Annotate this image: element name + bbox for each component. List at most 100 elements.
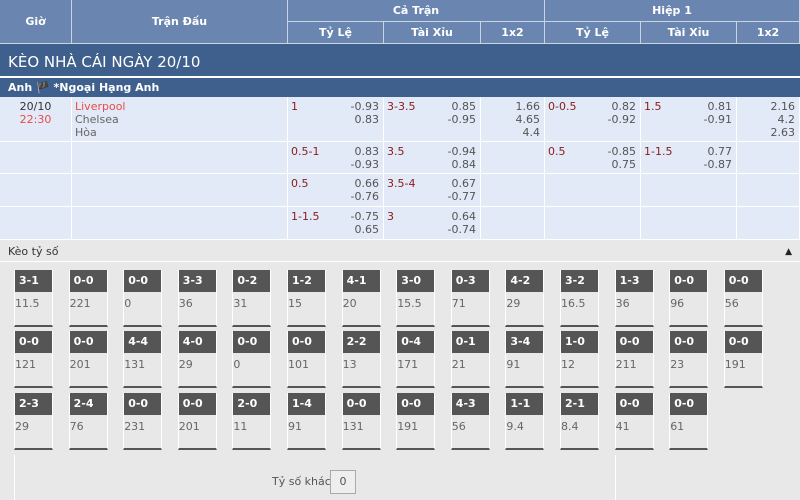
h1-hc-odds[interactable]: 0.75 — [611, 158, 637, 171]
away-team[interactable]: Chelsea — [75, 113, 119, 126]
score-card[interactable]: 1-1 9.4 — [505, 393, 545, 450]
score-card[interactable]: 4-1 20 — [341, 270, 381, 327]
score-card[interactable]: 0-0 61 — [669, 393, 709, 450]
ft-ou-odds[interactable]: -0.77 — [447, 190, 476, 203]
score-odds: 15 — [288, 297, 302, 310]
score-card[interactable]: 0-0 231 — [123, 393, 163, 450]
score-odds: 36 — [615, 297, 630, 310]
score-label: 4-1 — [342, 270, 380, 292]
score-card[interactable]: 3-3 36 — [177, 270, 217, 327]
divider — [615, 455, 616, 500]
ft-ou-odds[interactable]: 0.67 — [451, 177, 477, 190]
ft-hc-line: 1-1.5 — [291, 210, 320, 223]
h1-ou-odds[interactable]: -0.87 — [703, 158, 732, 171]
ft-hc-odds[interactable]: 0.66 — [354, 177, 380, 190]
score-label: 0-1 — [451, 331, 489, 353]
score-card[interactable]: 0-0 211 — [614, 331, 654, 388]
h1-hc-odds[interactable]: -0.92 — [607, 113, 636, 126]
h1-hc-odds[interactable]: 0.82 — [611, 100, 637, 113]
h1-1x2-odds[interactable]: 4.2 — [777, 113, 796, 126]
score-card[interactable]: 0-0 41 — [614, 393, 654, 450]
ft-hc-odds[interactable]: 0.65 — [354, 223, 380, 236]
score-card[interactable]: 0-0 101 — [287, 331, 326, 388]
h1-ou-line: 1-1.5 — [644, 145, 673, 158]
h1-hc-odds[interactable]: -0.85 — [607, 145, 636, 158]
score-card[interactable]: 1-0 12 — [560, 331, 599, 388]
ft-hc-odds[interactable]: -0.93 — [350, 158, 379, 171]
score-card[interactable]: 0-3 71 — [450, 270, 490, 327]
ft-hc-cell: 1 -0.93 0.83 — [288, 97, 384, 142]
score-card[interactable]: 3-0 15.5 — [396, 270, 436, 327]
ft-hc-odds[interactable]: -0.76 — [350, 190, 379, 203]
score-card[interactable]: 0-0 221 — [68, 270, 108, 327]
ft-1x2-cell — [481, 142, 545, 174]
ft-ou-line: 3.5 — [387, 145, 405, 158]
h1-ou-odds[interactable]: 0.77 — [707, 145, 733, 158]
score-label: 2-0 — [233, 393, 271, 415]
ft-1x2-odds[interactable]: 4.4 — [522, 126, 541, 139]
score-card[interactable]: 0-0 0 — [123, 270, 163, 327]
score-label: 2-4 — [69, 393, 107, 415]
triangle-up-icon[interactable]: ▲ — [785, 247, 792, 257]
ft-1x2-odds[interactable]: 1.66 — [515, 100, 541, 113]
score-card[interactable]: 1-3 36 — [614, 270, 654, 327]
ft-hc-odds[interactable]: -0.75 — [350, 210, 379, 223]
score-card[interactable]: 0-0 0 — [232, 331, 272, 388]
score-odds: 131 — [342, 420, 364, 433]
score-card[interactable]: 3-1 11.5 — [14, 270, 53, 327]
score-card[interactable]: 2-0 11 — [232, 393, 272, 450]
score-card[interactable]: 0-0 191 — [723, 331, 763, 388]
score-card[interactable]: 0-2 31 — [232, 270, 272, 327]
ft-ou-odds[interactable]: 0.85 — [451, 100, 477, 113]
score-card[interactable]: 0-0 56 — [723, 270, 763, 327]
score-card[interactable]: 0-0 121 — [14, 331, 53, 388]
league-row: Anh 🏴 *Ngoại Hạng Anh — [0, 78, 800, 97]
ft-hc-odds[interactable]: 0.83 — [354, 145, 380, 158]
ft-ou-odds[interactable]: 0.64 — [451, 210, 477, 223]
score-card[interactable]: 2-3 29 — [14, 393, 53, 450]
col-header-h1-over-under: Tài Xỉu — [641, 22, 737, 44]
ft-ou-odds[interactable]: -0.94 — [447, 145, 476, 158]
h1-1x2-odds[interactable]: 2.16 — [770, 100, 796, 113]
score-card[interactable]: 0-0 131 — [341, 393, 381, 450]
score-card[interactable]: 3-4 91 — [505, 331, 545, 388]
score-card[interactable]: 4-0 29 — [177, 331, 217, 388]
score-card[interactable]: 0-0 23 — [669, 331, 709, 388]
ft-hc-odds[interactable]: 0.83 — [354, 113, 380, 126]
score-odds: 23 — [670, 358, 685, 371]
h1-1x2-odds[interactable]: 2.63 — [770, 126, 796, 139]
score-card[interactable]: 1-4 91 — [287, 393, 326, 450]
score-card[interactable]: 4-3 56 — [450, 393, 490, 450]
score-card[interactable]: 2-4 76 — [68, 393, 108, 450]
score-card[interactable]: 0-0 201 — [177, 393, 217, 450]
score-card[interactable]: 0-1 21 — [450, 331, 490, 388]
score-label: 4-2 — [506, 270, 544, 292]
score-card[interactable]: 2-1 8.4 — [560, 393, 599, 450]
ft-1x2-odds[interactable]: 4.65 — [515, 113, 541, 126]
score-label: 4-4 — [124, 331, 162, 353]
score-card[interactable]: 0-4 171 — [396, 331, 436, 388]
correct-score-header[interactable]: Kèo tỷ số ▲ — [0, 240, 800, 262]
ft-ou-odds[interactable]: 0.84 — [451, 158, 477, 171]
score-label: 0-0 — [342, 393, 380, 415]
score-card[interactable]: 3-2 16.5 — [560, 270, 599, 327]
h1-ou-odds[interactable]: -0.91 — [703, 113, 732, 126]
other-score-value[interactable]: 0 — [330, 470, 356, 494]
score-card[interactable]: 0-0 96 — [669, 270, 709, 327]
ft-hc-odds[interactable]: -0.93 — [350, 100, 379, 113]
ft-ou-odds[interactable]: -0.95 — [447, 113, 476, 126]
score-odds: 12 — [561, 358, 575, 371]
score-card[interactable]: 0-0 201 — [68, 331, 108, 388]
score-odds: 41 — [615, 420, 630, 433]
h1-ou-cell — [641, 207, 737, 240]
ft-ou-odds[interactable]: -0.74 — [447, 223, 476, 236]
score-label: 0-0 — [233, 331, 271, 353]
score-card[interactable]: 4-2 29 — [505, 270, 545, 327]
score-card[interactable]: 4-4 131 — [123, 331, 163, 388]
h1-ou-odds[interactable]: 0.81 — [707, 100, 733, 113]
score-card[interactable]: 1-2 15 — [287, 270, 326, 327]
home-team[interactable]: Liverpool — [75, 100, 126, 113]
score-card[interactable]: 0-0 191 — [396, 393, 436, 450]
h1-ou-cell — [641, 174, 737, 207]
score-card[interactable]: 2-2 13 — [341, 331, 381, 388]
